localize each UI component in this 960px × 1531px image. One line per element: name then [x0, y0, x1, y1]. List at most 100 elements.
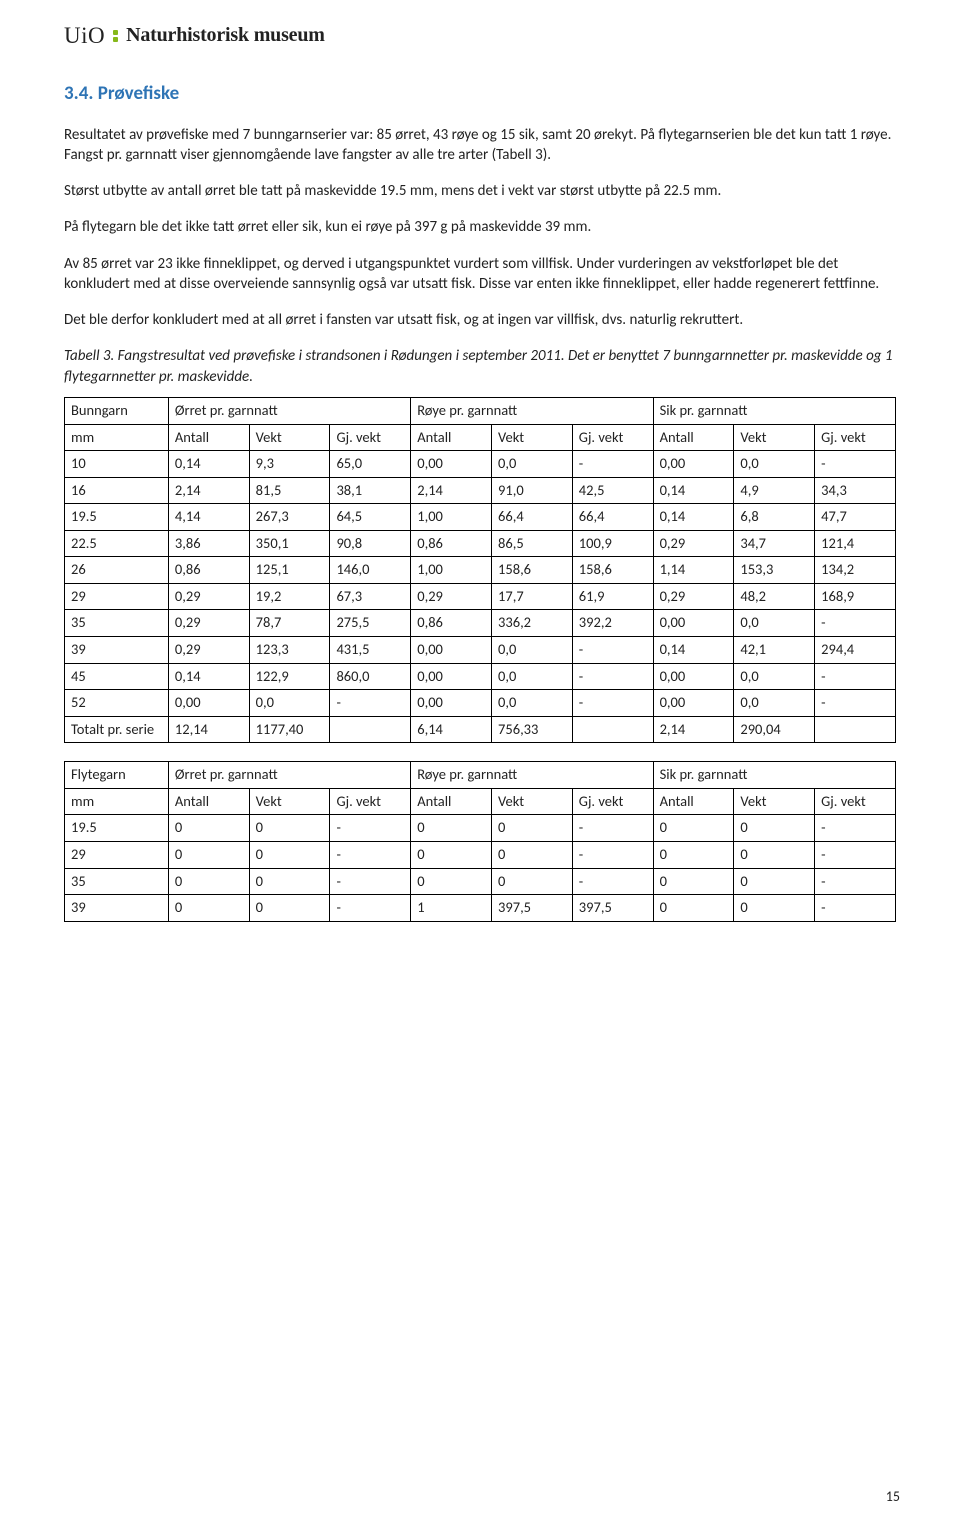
table-cell: - [572, 868, 653, 895]
table-cell: 2,14 [168, 477, 249, 504]
table-row: 19.500-00-00- [65, 815, 896, 842]
table-cell: 0 [653, 868, 734, 895]
table-cell: 47,7 [815, 504, 896, 531]
table-cell: 100,9 [572, 530, 653, 557]
table-cell: 61,9 [572, 583, 653, 610]
table-cell: 39 [65, 895, 169, 922]
table-cell: 6,14 [411, 716, 492, 743]
table-cell: - [815, 451, 896, 478]
table-cell: 122,9 [249, 663, 330, 690]
table-cell: - [815, 868, 896, 895]
table-cell: 756,33 [492, 716, 573, 743]
table-cell: 0,0 [492, 663, 573, 690]
table-cell: - [815, 895, 896, 922]
bunngarn-header2-cell: Gj. vekt [815, 424, 896, 451]
table-cell: - [815, 610, 896, 637]
table-cell: 0,14 [168, 451, 249, 478]
table-cell: 0,0 [492, 637, 573, 664]
table-cell: 26 [65, 557, 169, 584]
table-cell: 0,00 [653, 690, 734, 717]
table-cell: 16 [65, 477, 169, 504]
table-cell: 267,3 [249, 504, 330, 531]
table-cell: 4,14 [168, 504, 249, 531]
section-title-text: Prøvefiske [98, 82, 179, 105]
bunngarn-header2-cell: Antall [411, 424, 492, 451]
table-cell: 350,1 [249, 530, 330, 557]
table-cell: 34,3 [815, 477, 896, 504]
table-cell: 65,0 [330, 451, 411, 478]
header-logo: UiO Naturhistorisk museum [64, 20, 896, 51]
table-cell: 0 [249, 895, 330, 922]
table-cell: 397,5 [572, 895, 653, 922]
table-cell: 0 [411, 868, 492, 895]
table-cell: 0 [734, 868, 815, 895]
paragraph-5: Det ble derfor konkludert med at all ørr… [64, 310, 896, 330]
table-cell: 431,5 [330, 637, 411, 664]
table-cell: 22.5 [65, 530, 169, 557]
bunngarn-header1-cell: Sik pr. garnnatt [653, 397, 895, 424]
table-cell: 294,4 [815, 637, 896, 664]
table-cell: 0 [492, 815, 573, 842]
table-cell: 67,3 [330, 583, 411, 610]
bunngarn-header2-cell: Gj. vekt [572, 424, 653, 451]
paragraph-4: Av 85 ørret var 23 ikke finneklippet, og… [64, 254, 896, 295]
table-cell: 86,5 [492, 530, 573, 557]
table-cell: 38,1 [330, 477, 411, 504]
table-cell: - [330, 868, 411, 895]
table-cell: 0,86 [411, 530, 492, 557]
table-row: 3500-00-00- [65, 868, 896, 895]
logo-museum-text: Naturhistorisk museum [126, 22, 325, 49]
table-row: Totalt pr. serie12,141177,406,14756,332,… [65, 716, 896, 743]
table-cell: 0,14 [168, 663, 249, 690]
table-cell: 158,6 [572, 557, 653, 584]
flytegarn-header2-cell: Vekt [249, 788, 330, 815]
table-cell: 153,3 [734, 557, 815, 584]
table-cell: 0,29 [653, 583, 734, 610]
flytegarn-header2-cell: Gj. vekt [815, 788, 896, 815]
table-cell: 35 [65, 868, 169, 895]
table-cell: 0,0 [492, 690, 573, 717]
table-cell: - [572, 451, 653, 478]
table-row: 22.53,86350,190,80,8686,5100,90,2934,712… [65, 530, 896, 557]
table-cell: 1177,40 [249, 716, 330, 743]
table-cell: 81,5 [249, 477, 330, 504]
paragraph-2: Størst utbytte av antall ørret ble tatt … [64, 181, 896, 201]
bunngarn-header2-cell: Vekt [492, 424, 573, 451]
table-cell: 9,3 [249, 451, 330, 478]
table-row: 3900-1397,5397,500- [65, 895, 896, 922]
table-cell: 29 [65, 841, 169, 868]
bunngarn-header2-cell: Gj. vekt [330, 424, 411, 451]
table-cell: - [572, 815, 653, 842]
table-cell: 0,29 [168, 637, 249, 664]
table-cell: 168,9 [815, 583, 896, 610]
table-cell: 66,4 [492, 504, 573, 531]
table-cell: Totalt pr. serie [65, 716, 169, 743]
table-cell: 0,14 [653, 504, 734, 531]
table-cell: 0 [492, 841, 573, 868]
table-cell: 0 [653, 895, 734, 922]
table-cell: 0,0 [249, 690, 330, 717]
table-cell: 0,00 [411, 451, 492, 478]
logo-dots-icon [113, 30, 118, 42]
table-cell: 0 [653, 815, 734, 842]
table-cell: 1,14 [653, 557, 734, 584]
table-cell: 0,00 [653, 663, 734, 690]
table-cell: 0 [492, 868, 573, 895]
table-cell: - [572, 663, 653, 690]
table-cell: 29 [65, 583, 169, 610]
table-row: 2900-00-00- [65, 841, 896, 868]
paragraph-1: Resultatet av prøvefiske med 7 bunngarns… [64, 125, 896, 166]
table-row: 162,1481,538,12,1491,042,50,144,934,3 [65, 477, 896, 504]
logo-uio-text: UiO [64, 20, 105, 51]
table-cell: 158,6 [492, 557, 573, 584]
table-cell: 39 [65, 637, 169, 664]
table-row: 260,86125,1146,01,00158,6158,61,14153,31… [65, 557, 896, 584]
table-cell: 6,8 [734, 504, 815, 531]
table-cell: 19.5 [65, 815, 169, 842]
table-cell: 78,7 [249, 610, 330, 637]
table-cell: 125,1 [249, 557, 330, 584]
table-flytegarn: FlytegarnØrret pr. garnnattRøye pr. garn… [64, 761, 896, 921]
table-cell: 0,0 [734, 690, 815, 717]
flytegarn-header2-cell: Antall [411, 788, 492, 815]
bunngarn-header2-cell: Vekt [734, 424, 815, 451]
